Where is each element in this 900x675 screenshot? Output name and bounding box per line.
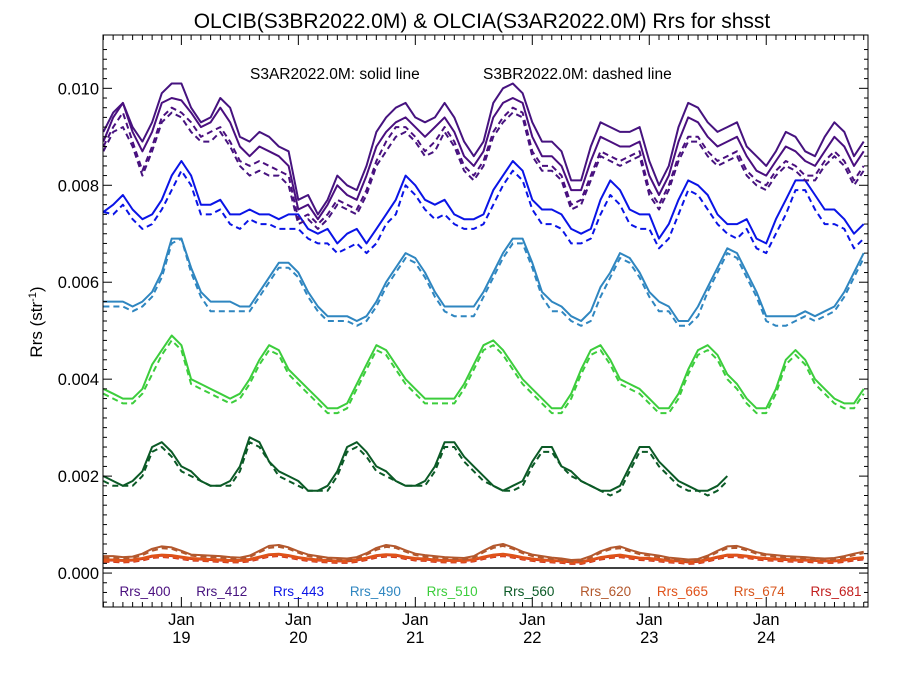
legend-entry-rrs-674: Rrs_674 (734, 584, 786, 599)
y-axis-label-end: ) (27, 286, 46, 292)
legend-entry-rrs-665: Rrs_665 (657, 584, 708, 599)
series-line-rrs-490-solid (103, 237, 865, 322)
series-line-rrs-490-dashed (103, 237, 865, 327)
series-line-rrs-620-dashed (103, 544, 864, 563)
y-tick-label: 0.002 (58, 468, 99, 486)
series-line-rrs-510-dashed (103, 339, 865, 415)
x-tick-label-month: Jan (168, 611, 195, 629)
legend-entry-rrs-400: Rrs_400 (119, 584, 170, 599)
x-tick-label-year: 21 (406, 629, 424, 647)
series-line-rrs-400-solid (103, 97, 865, 221)
series-line-rrs-560-dashed (103, 441, 729, 497)
x-tick-label-month: Jan (519, 611, 546, 629)
x-tick-label-month: Jan (753, 611, 780, 629)
series-line-rrs-443-dashed (103, 169, 865, 255)
y-tick-label: 0.000 (58, 565, 99, 583)
series-line-rrs-665-dashed (103, 554, 864, 565)
x-tick-label-year: 22 (523, 629, 541, 647)
legend-entry-rrs-443: Rrs_443 (273, 584, 324, 599)
y-axis-label-sup: -1 (27, 292, 39, 302)
x-tick-label-year: 23 (640, 629, 658, 647)
plot-area (103, 82, 865, 565)
series-line-rrs-665-solid (103, 553, 864, 563)
legend-entry-rrs-620: Rrs_620 (580, 584, 631, 599)
x-tick-label-month: Jan (636, 611, 663, 629)
x-tick-label-year: 19 (172, 629, 190, 647)
series-line-rrs-412-dashed (103, 111, 865, 230)
plot-frame (102, 34, 869, 608)
series-line-rrs-620-solid (103, 543, 864, 561)
y-axis: 0.000 0.002 0.004 0.006 0.008 0.010 (58, 49, 868, 603)
x-tick-label-month: Jan (285, 611, 312, 629)
legend-entry-rrs-490: Rrs_490 (350, 584, 401, 599)
y-tick-label: 0.008 (58, 177, 99, 195)
series-line-rrs-443-solid (103, 160, 865, 245)
legend-entry-rrs-560: Rrs_560 (503, 584, 554, 599)
legend-entry-rrs-510: Rrs_510 (427, 584, 478, 599)
x-tick-label-year: 24 (757, 629, 775, 647)
series-line-rrs-412-solid (103, 82, 865, 216)
y-axis-label: Rrs (str-1) (27, 286, 46, 357)
x-tick-label-month: Jan (402, 611, 429, 629)
x-tick-label-year: 20 (289, 629, 307, 647)
y-tick-label: 0.010 (58, 80, 99, 98)
y-axis-label-text: Rrs (str (27, 302, 46, 358)
annotation-solid-line: S3AR2022.0M: solid line (250, 66, 420, 83)
series-line-rrs-400-dashed (103, 106, 865, 226)
chart-title: OLCIB(S3BR2022.0M) & OLCIA(S3AR2022.0M) … (194, 10, 771, 33)
annotation-dashed-line: S3BR2022.0M: dashed line (483, 66, 672, 83)
legend-entry-rrs-412: Rrs_412 (196, 584, 247, 599)
legend: Rrs_400 Rrs_412 Rrs_443 Rrs_490 Rrs_510 Rrs_5… (119, 584, 861, 599)
y-tick-label: 0.004 (58, 371, 99, 389)
y-tick-label: 0.006 (58, 274, 99, 292)
legend-entry-rrs-681: Rrs_681 (810, 584, 861, 599)
series-line-rrs-510-solid (103, 334, 865, 410)
